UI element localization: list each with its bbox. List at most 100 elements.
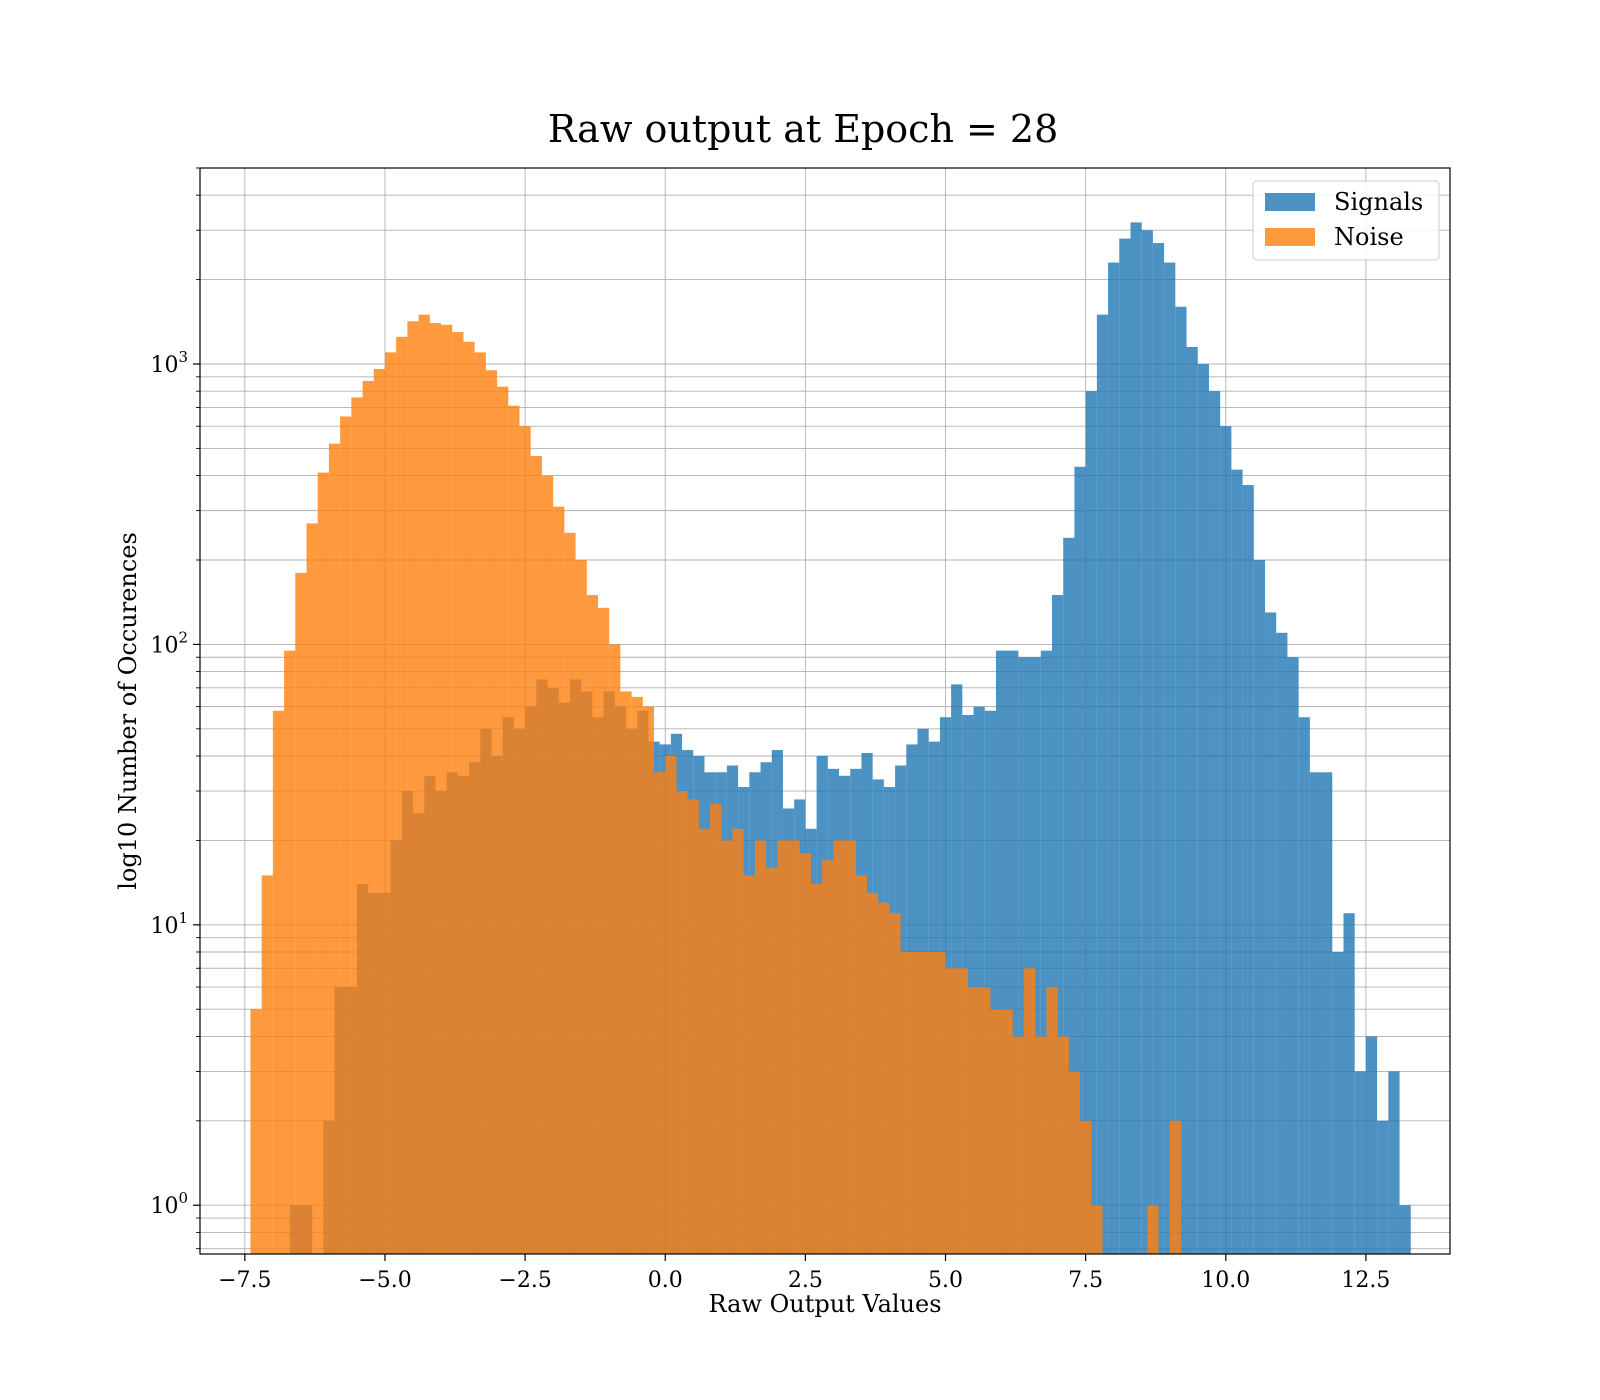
chart-title: Raw output at Epoch = 28 xyxy=(548,107,1059,151)
bar-noise xyxy=(923,951,935,1254)
bar-signals xyxy=(1388,1071,1400,1254)
y-axis-label: log10 Number of Occurences xyxy=(114,532,142,890)
bar-signals xyxy=(1141,230,1153,1255)
bar-noise xyxy=(519,426,531,1254)
bar-signals xyxy=(1354,1071,1366,1254)
bar-noise xyxy=(979,987,991,1254)
bar-signals xyxy=(1399,1205,1411,1254)
bar-noise xyxy=(732,828,744,1254)
bar-noise xyxy=(429,323,442,1255)
x-tick-label: 0.0 xyxy=(648,1268,683,1293)
bar-noise xyxy=(810,883,823,1254)
bar-signals xyxy=(1175,306,1187,1254)
legend: Signals Noise xyxy=(1252,180,1440,261)
bar-noise xyxy=(373,368,385,1255)
bar-noise xyxy=(284,650,296,1254)
bar-signals xyxy=(984,710,996,1254)
bar-noise xyxy=(586,595,598,1254)
bar-noise xyxy=(340,416,352,1254)
bar-noise xyxy=(317,472,329,1254)
bar-noise xyxy=(1147,1205,1159,1254)
bar-noise xyxy=(1169,1120,1181,1254)
bar-noise xyxy=(934,951,946,1254)
bar-noise xyxy=(833,840,845,1254)
bar-noise xyxy=(463,341,475,1255)
x-tick-label: 7.5 xyxy=(1068,1268,1103,1293)
bar-noise xyxy=(474,352,486,1255)
bar-noise xyxy=(687,799,699,1254)
bar-signals xyxy=(1208,391,1221,1255)
bar-noise xyxy=(564,532,576,1254)
bar-noise xyxy=(396,336,408,1255)
bar-noise xyxy=(1057,1036,1069,1254)
bar-signals xyxy=(1253,559,1266,1254)
bar-noise xyxy=(676,791,688,1254)
bar-noise xyxy=(855,875,868,1254)
bar-noise xyxy=(844,840,856,1254)
bar-noise xyxy=(967,987,980,1254)
bar-noise xyxy=(1068,1071,1081,1254)
bar-signals xyxy=(1052,595,1064,1254)
bar-signals xyxy=(1242,485,1254,1254)
bar-noise xyxy=(642,706,655,1254)
bar-noise xyxy=(665,755,677,1254)
bar-signals xyxy=(1231,469,1243,1254)
bar-signals xyxy=(1276,632,1288,1254)
bar-noise xyxy=(867,892,879,1254)
bar-noise xyxy=(766,867,778,1254)
bar-noise xyxy=(721,840,733,1254)
bar-noise xyxy=(575,559,587,1254)
y-tick-label: 103 xyxy=(150,348,188,378)
bar-noise xyxy=(698,828,711,1254)
bar-noise xyxy=(743,875,755,1254)
x-tick-label: 12.5 xyxy=(1341,1268,1390,1293)
x-tick-label: −5.0 xyxy=(358,1268,411,1293)
bar-noise xyxy=(508,405,520,1254)
x-tick-label: 2.5 xyxy=(788,1268,823,1293)
bar-signals xyxy=(1040,650,1053,1254)
bar-signals xyxy=(1377,1120,1389,1254)
bar-signals xyxy=(1164,262,1176,1255)
bar-noise xyxy=(878,902,890,1254)
bar-noise xyxy=(530,455,542,1254)
bar-noise xyxy=(452,332,464,1254)
bar-signals xyxy=(1298,717,1310,1254)
bar-noise xyxy=(441,324,453,1254)
bar-noise xyxy=(788,840,800,1254)
bar-noise xyxy=(822,860,834,1254)
bar-signals xyxy=(1197,363,1209,1255)
bar-signals xyxy=(1130,222,1142,1255)
bar-signals xyxy=(973,706,985,1254)
bar-signals xyxy=(1287,657,1299,1254)
histogram-bars xyxy=(250,222,1411,1255)
x-tick-label: 5.0 xyxy=(928,1268,963,1293)
bar-noise xyxy=(1012,1036,1024,1254)
bar-noise xyxy=(754,840,767,1254)
bar-signals xyxy=(1085,391,1097,1255)
bar-signals xyxy=(1063,537,1075,1254)
bar-noise xyxy=(261,875,273,1254)
x-tick-label: 10.0 xyxy=(1201,1268,1250,1293)
bar-signals xyxy=(1365,1036,1378,1254)
bar-noise xyxy=(362,380,374,1254)
bar-noise xyxy=(799,853,811,1254)
x-axis-label: Raw Output Values xyxy=(708,1290,941,1318)
bar-noise xyxy=(1001,1009,1013,1254)
bar-signals xyxy=(1343,913,1355,1254)
bar-signals xyxy=(1265,612,1277,1254)
bar-signals xyxy=(1186,346,1198,1254)
bar-noise xyxy=(956,968,968,1254)
bar-noise xyxy=(1023,968,1036,1254)
bar-noise xyxy=(990,1009,1002,1254)
x-tick-label: −2.5 xyxy=(498,1268,551,1293)
bar-noise xyxy=(631,696,643,1254)
bar-noise xyxy=(900,951,912,1254)
bar-noise xyxy=(250,1009,262,1254)
plot-frame xyxy=(199,167,1451,1255)
bar-noise xyxy=(1035,1036,1047,1254)
bar-noise xyxy=(1046,987,1058,1254)
bar-noise xyxy=(541,475,554,1254)
bar-noise xyxy=(597,607,610,1254)
bar-noise xyxy=(272,710,285,1254)
